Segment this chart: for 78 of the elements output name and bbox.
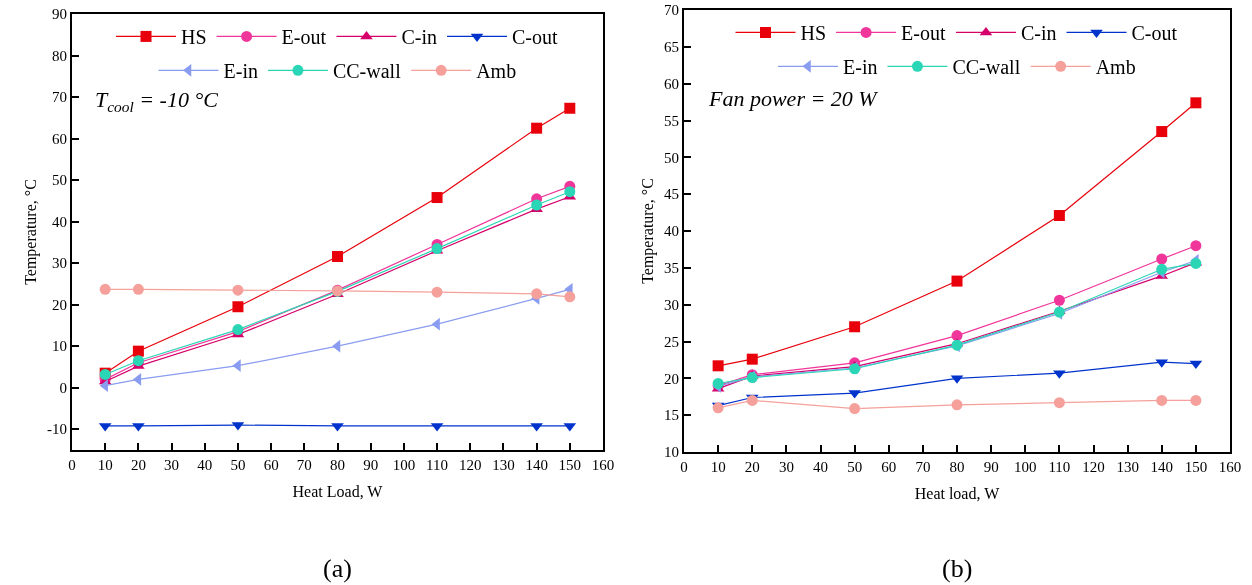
x-tick-label: 140	[1150, 459, 1173, 475]
legend-label: Amb	[1095, 56, 1136, 79]
x-tick-label: 70	[915, 459, 931, 475]
x-tick-label: 70	[296, 457, 312, 473]
x-tick-label: 10	[97, 457, 113, 473]
x-tick-label: 30	[164, 457, 180, 473]
x-tick-label: 120	[459, 457, 482, 473]
y-tick-label: 30	[52, 255, 67, 272]
y-tick-label: 90	[52, 6, 67, 23]
x-tick-label: 20	[744, 459, 760, 475]
x-tick-label: 150	[558, 457, 582, 473]
y-axis-title: Temperature, °C	[639, 178, 658, 284]
x-tick-label: 60	[263, 457, 279, 473]
x-tick-label: 160	[591, 457, 615, 473]
y-tick-label: 45	[664, 186, 679, 203]
x-tick-label: 140	[525, 457, 548, 473]
y-tick-label: 15	[664, 407, 679, 424]
y-tick-label: 40	[664, 223, 679, 240]
x-tick-label: 90	[363, 457, 379, 473]
x-tick-label: 110	[1048, 459, 1071, 475]
legend-label: C-in	[401, 26, 438, 49]
x-tick-label: 150	[1184, 459, 1208, 475]
y-tick-label: 50	[52, 172, 67, 189]
legend-label: E-in	[223, 60, 258, 83]
x-axis-title: Heat load, W	[914, 485, 1001, 503]
x-tick-label: 160	[1218, 459, 1242, 475]
x-tick-label: 40	[813, 459, 828, 475]
legend-label: HS	[800, 22, 827, 45]
x-tick-label: 80	[949, 459, 965, 475]
legend-label: C-out	[512, 26, 559, 49]
y-tick-label: 10	[664, 444, 679, 461]
y-tick-label: 20	[52, 296, 67, 313]
x-axis-title: Heat Load, W	[292, 483, 384, 501]
y-tick-label: 20	[664, 370, 679, 387]
x-tick-label: 100	[1014, 459, 1037, 475]
x-tick-label: 80	[330, 457, 345, 473]
y-tick-label: 70	[664, 2, 679, 19]
x-tick-label: 50	[847, 459, 863, 475]
y-tick-label: 80	[52, 47, 67, 64]
y-tick-label: 70	[52, 89, 67, 106]
y-tick-label: 35	[664, 260, 679, 277]
legend-label: CC-wall	[952, 56, 1021, 79]
y-tick-label: 0	[59, 379, 67, 396]
annotation: Fan power = 20 W	[708, 86, 879, 111]
x-tick-label: 90	[983, 459, 999, 475]
y-tick-label: 60	[664, 75, 679, 92]
x-tick-label: 60	[881, 459, 897, 475]
legend-label: E-out	[901, 22, 946, 45]
legend-label: CC-wall	[332, 60, 402, 83]
y-tick-label: -10	[47, 421, 67, 438]
y-tick-label: 50	[664, 149, 679, 166]
text: (a)	[323, 554, 352, 583]
legend-label: C-out	[1131, 22, 1178, 45]
x-tick-label: 40	[197, 457, 213, 473]
y-tick-label: 55	[664, 112, 679, 129]
y-tick-label: 30	[664, 296, 679, 313]
annotation: T$_{cool}$ = -10 °C	[95, 87, 219, 115]
legend-label: E-in	[843, 56, 878, 79]
y-axis-title: Temperature, °C	[22, 179, 41, 285]
legend-label: Amb	[476, 60, 517, 83]
text: (b)	[942, 554, 973, 583]
x-tick-label: 110	[426, 457, 449, 473]
y-tick-label: 65	[664, 39, 679, 56]
y-tick-label: 60	[52, 130, 67, 147]
legend-label: E-out	[281, 26, 327, 49]
x-tick-label: 10	[710, 459, 726, 475]
y-tick-label: 10	[52, 338, 67, 355]
x-tick-label: 100	[392, 457, 416, 473]
x-tick-label: 50	[230, 457, 246, 473]
x-tick-label: 20	[130, 457, 146, 473]
x-tick-label: 30	[778, 459, 794, 475]
y-tick-label: 25	[664, 333, 679, 350]
x-tick-label: 120	[1082, 459, 1105, 475]
legend-label: HS	[181, 26, 207, 49]
y-tick-label: 40	[52, 213, 67, 230]
x-tick-label: 130	[492, 457, 515, 473]
x-tick-label: 130	[1116, 459, 1139, 475]
legend-label: C-in	[1020, 22, 1057, 45]
